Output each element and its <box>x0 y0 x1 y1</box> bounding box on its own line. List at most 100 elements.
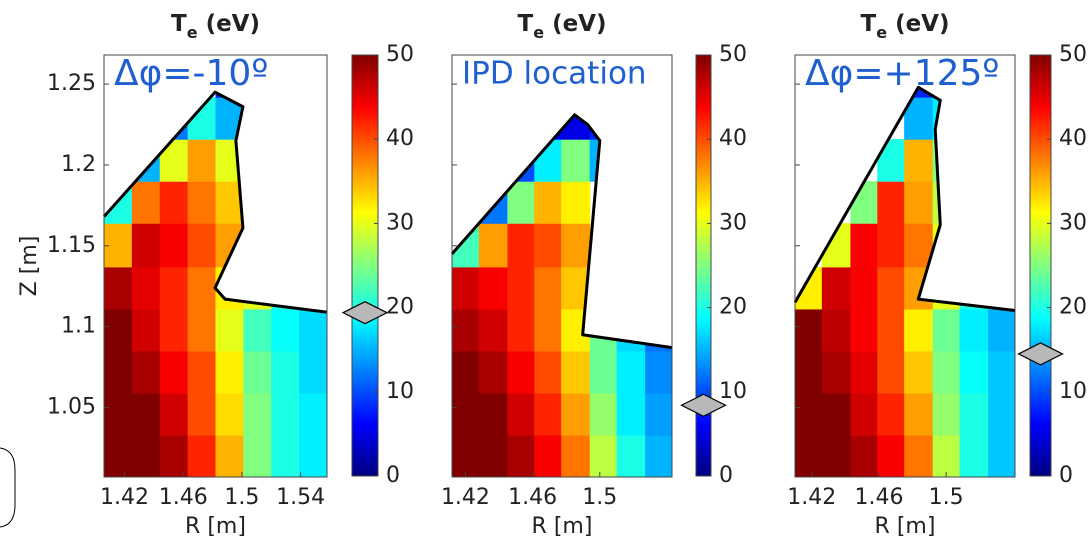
cell <box>452 350 480 394</box>
x-axis-label: R [m] <box>875 514 936 539</box>
cell <box>904 181 934 224</box>
panel-annotation: IPD location <box>462 56 647 92</box>
cell <box>616 434 646 477</box>
cell <box>215 308 244 352</box>
cell <box>877 392 905 436</box>
cell <box>988 392 1015 436</box>
cell <box>616 350 646 394</box>
cell <box>561 223 591 268</box>
cell <box>452 392 480 436</box>
colorbar-tick-label: 30 <box>386 210 414 235</box>
x-tick-label: 1.42 <box>787 485 836 510</box>
cell <box>850 392 878 436</box>
x-tick-label: 1.46 <box>159 485 208 510</box>
x-tick-label: 1.42 <box>441 485 490 510</box>
cell <box>932 434 961 478</box>
wall-contour <box>102 90 327 314</box>
x-tick-label: 1.42 <box>100 485 149 510</box>
title-subscript: e <box>187 23 198 42</box>
cell <box>299 350 327 394</box>
colorbar-tick-label: 10 <box>386 379 414 404</box>
cell <box>932 350 961 394</box>
x-tick-label: 1.46 <box>508 485 557 510</box>
cell <box>534 223 562 268</box>
cell <box>507 350 535 394</box>
cell <box>507 223 535 268</box>
x-axis-label: R [m] <box>532 514 593 539</box>
cell <box>104 308 133 352</box>
cell <box>159 223 189 268</box>
cell <box>299 434 327 477</box>
cell <box>243 392 272 436</box>
cell <box>561 181 591 224</box>
y-tick-label: 1.15 <box>47 233 96 258</box>
cell <box>795 434 823 478</box>
cell <box>187 181 217 224</box>
cell <box>478 434 509 477</box>
cell <box>959 434 989 478</box>
title-subscript: e <box>876 23 887 42</box>
cell <box>243 350 272 394</box>
marker-diamond <box>1017 342 1064 366</box>
x-tick-label: 1.46 <box>854 485 903 510</box>
cell <box>478 266 509 310</box>
cell <box>932 392 961 436</box>
frame-fragment <box>0 447 16 528</box>
cell <box>561 392 591 436</box>
cell <box>959 392 989 436</box>
x-tick-label: 1.5 <box>929 485 964 510</box>
x-tick-label: 1.5 <box>224 485 259 510</box>
colorbar <box>1029 54 1052 477</box>
cell <box>645 350 672 394</box>
cell <box>452 308 480 352</box>
cell <box>159 434 189 477</box>
cell <box>821 350 852 394</box>
cell <box>104 392 133 436</box>
cell <box>187 392 217 436</box>
y-tick-label: 1.1 <box>61 314 96 339</box>
cell <box>131 434 161 477</box>
x-tick-label: 1.54 <box>276 485 325 510</box>
cell <box>645 392 672 436</box>
panel-annotation: Δφ=-10º <box>114 53 268 94</box>
colorbar-tick-label: 20 <box>719 295 747 320</box>
cell <box>850 266 878 310</box>
cell <box>299 308 327 352</box>
cell <box>215 434 244 477</box>
title-symbol: T <box>518 11 534 37</box>
heatmap-cells <box>452 114 672 477</box>
cell <box>589 392 618 436</box>
cell <box>478 223 509 268</box>
marker-diamond <box>341 300 389 325</box>
cell <box>187 266 217 310</box>
cell <box>187 139 217 182</box>
colorbar-tick-label: 40 <box>386 126 414 151</box>
cell <box>850 350 878 394</box>
cell <box>534 181 562 224</box>
cell <box>645 434 672 477</box>
plot-frame <box>451 54 673 478</box>
cell <box>159 181 189 224</box>
cell <box>478 350 509 394</box>
cell <box>877 266 905 310</box>
title-unit: (eV) <box>206 11 260 37</box>
colorbar-tick-label: 10 <box>1059 379 1087 404</box>
colorbar-tick-label: 50 <box>719 42 747 67</box>
cell <box>821 434 852 478</box>
cell <box>904 308 934 352</box>
plot-frame <box>794 54 1016 478</box>
cell <box>104 434 133 477</box>
colorbar-tick-label: 30 <box>1059 210 1087 235</box>
cell <box>877 434 905 478</box>
cell <box>904 392 934 436</box>
cell <box>959 308 989 352</box>
colorbar-tick-label: 20 <box>1059 295 1087 320</box>
y-tick-label: 1.05 <box>47 394 96 419</box>
cell <box>904 87 934 98</box>
cell <box>271 308 300 352</box>
cell <box>534 350 562 394</box>
cell <box>271 434 300 477</box>
cell <box>877 223 905 268</box>
cell <box>299 392 327 436</box>
